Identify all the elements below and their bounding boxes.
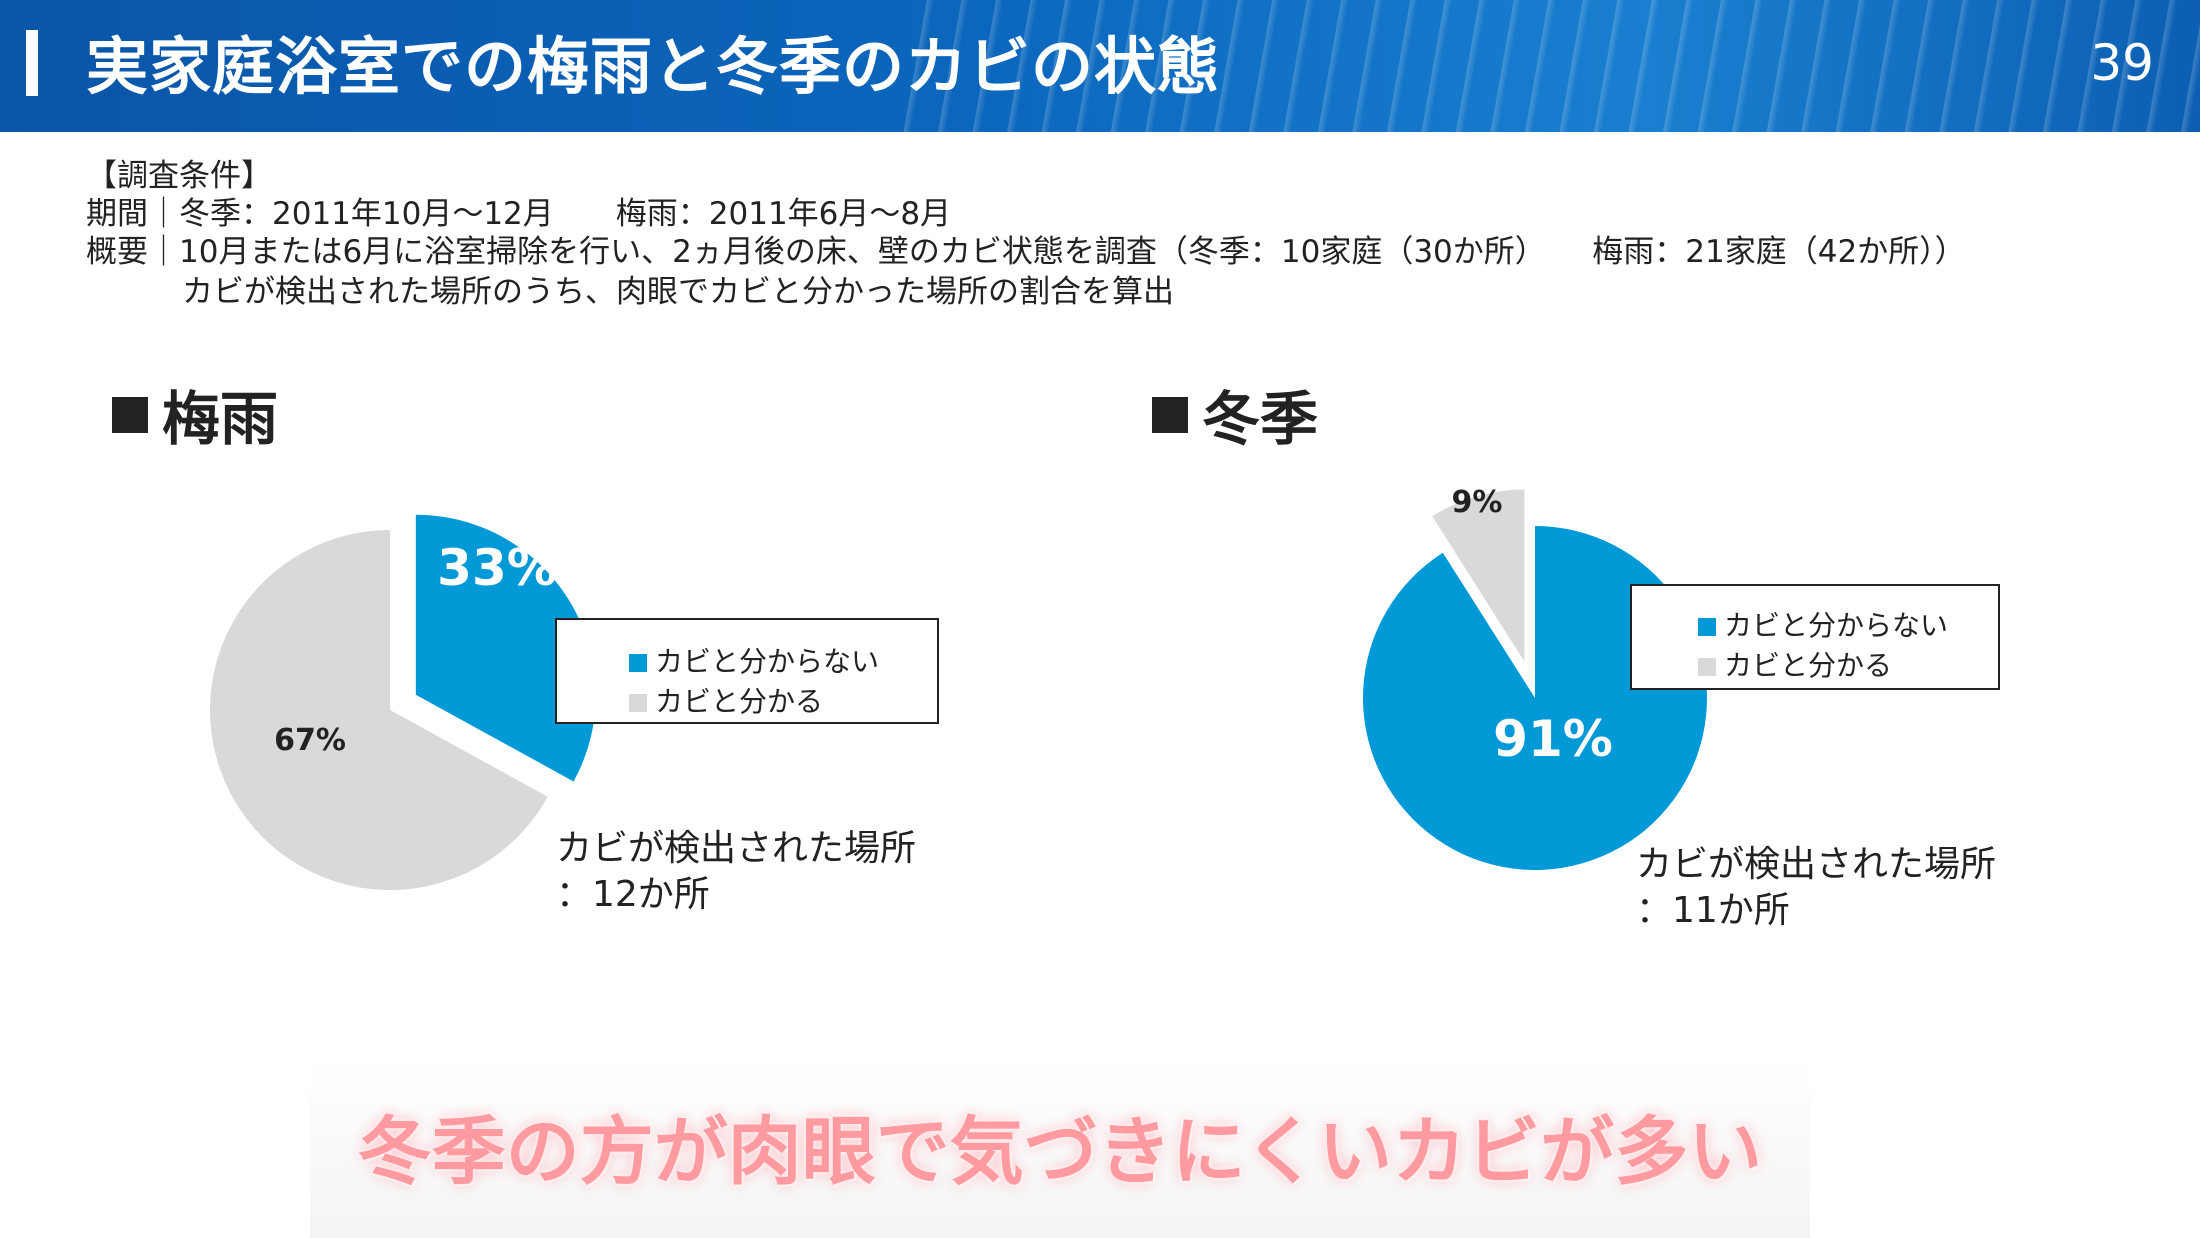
square-bullet-icon (1152, 397, 1188, 433)
square-bullet-icon (112, 397, 148, 433)
legend-item-unrecognized: カビと分からない (655, 645, 880, 678)
period-label: 期間 (86, 196, 148, 232)
legend-winter: カビと分からない カビと分かる (1630, 584, 2000, 690)
note-rainy: カビが検出された場所 ：12か所 (556, 826, 916, 918)
summary-label: 概要 (86, 234, 148, 270)
pie-chart-rainy: 33% 67% (210, 514, 596, 891)
summary-line1: 10月または6月に浴室掃除を行い、2ヵ月後の床、壁のカビ状態を調査（冬季：10家… (179, 234, 1966, 270)
data-label: 33% (437, 539, 557, 597)
pie-slice-unrecognized (1362, 526, 1707, 870)
header-accent-bar (26, 30, 38, 96)
conclusion-text: 冬季の方が肉眼で気づきにくいカビが多い (357, 1109, 1763, 1195)
legend-rainy: カビと分からない カビと分かる (555, 618, 939, 724)
legend-swatch-blue (1698, 618, 1716, 636)
note-rainy-line1: カビが検出された場所 (556, 828, 917, 869)
page-title: 実家庭浴室での梅雨と冬季のカビの状態 (86, 30, 1221, 103)
data-label: 91% (1493, 710, 1613, 768)
pie-chart-winter: 91% 9% (1362, 485, 1707, 870)
conditions-heading: 【調査条件】 (86, 158, 272, 194)
conditions-summary: 概要｜10月または6月に浴室掃除を行い、2ヵ月後の床、壁のカビ状態を調査（冬季：… (86, 234, 1966, 270)
pie-slice-recognized (1432, 489, 1525, 662)
legend-swatch-blue (629, 654, 647, 672)
period-text: 冬季：2011年10月～12月 梅雨：2011年6月～8月 (179, 196, 952, 232)
legend-item-recognized: カビと分かる (655, 685, 824, 718)
pie-slice-unrecognized (415, 514, 596, 782)
data-label: 67% (274, 723, 346, 758)
legend-item-unrecognized: カビと分からない (1724, 609, 1949, 642)
data-label: 9% (1452, 485, 1503, 520)
note-rainy-line2: ：12か所 (556, 874, 710, 915)
conditions-period: 期間｜冬季：2011年10月～12月 梅雨：2011年6月～8月 (86, 196, 952, 232)
header-decoration (900, 0, 2200, 132)
conclusion-banner: 冬季の方が肉眼で気づきにくいカビが多い (310, 1062, 1810, 1238)
legend-swatch-gray (1698, 658, 1716, 676)
note-winter-line1: カビが検出された場所 (1636, 844, 1997, 885)
chart-title-rainy: 梅雨 (112, 372, 278, 456)
note-winter-line2: ：11か所 (1636, 890, 1790, 931)
note-winter: カビが検出された場所 ：11か所 (1636, 842, 1996, 934)
pie-slice-recognized (210, 530, 548, 891)
chart-title-winter-text: 冬季 (1202, 385, 1319, 453)
page-number: 39 (2090, 34, 2154, 92)
summary-line2: カビが検出された場所のうち、肉眼でカビと分かった場所の割合を算出 (182, 274, 1174, 310)
legend-item-recognized: カビと分かる (1724, 649, 1893, 682)
slide-header: 実家庭浴室での梅雨と冬季のカビの状態 39 (0, 0, 2200, 132)
chart-title-winter: 冬季 (1152, 372, 1318, 456)
legend-swatch-gray (629, 694, 647, 712)
chart-title-rainy-text: 梅雨 (162, 385, 279, 453)
